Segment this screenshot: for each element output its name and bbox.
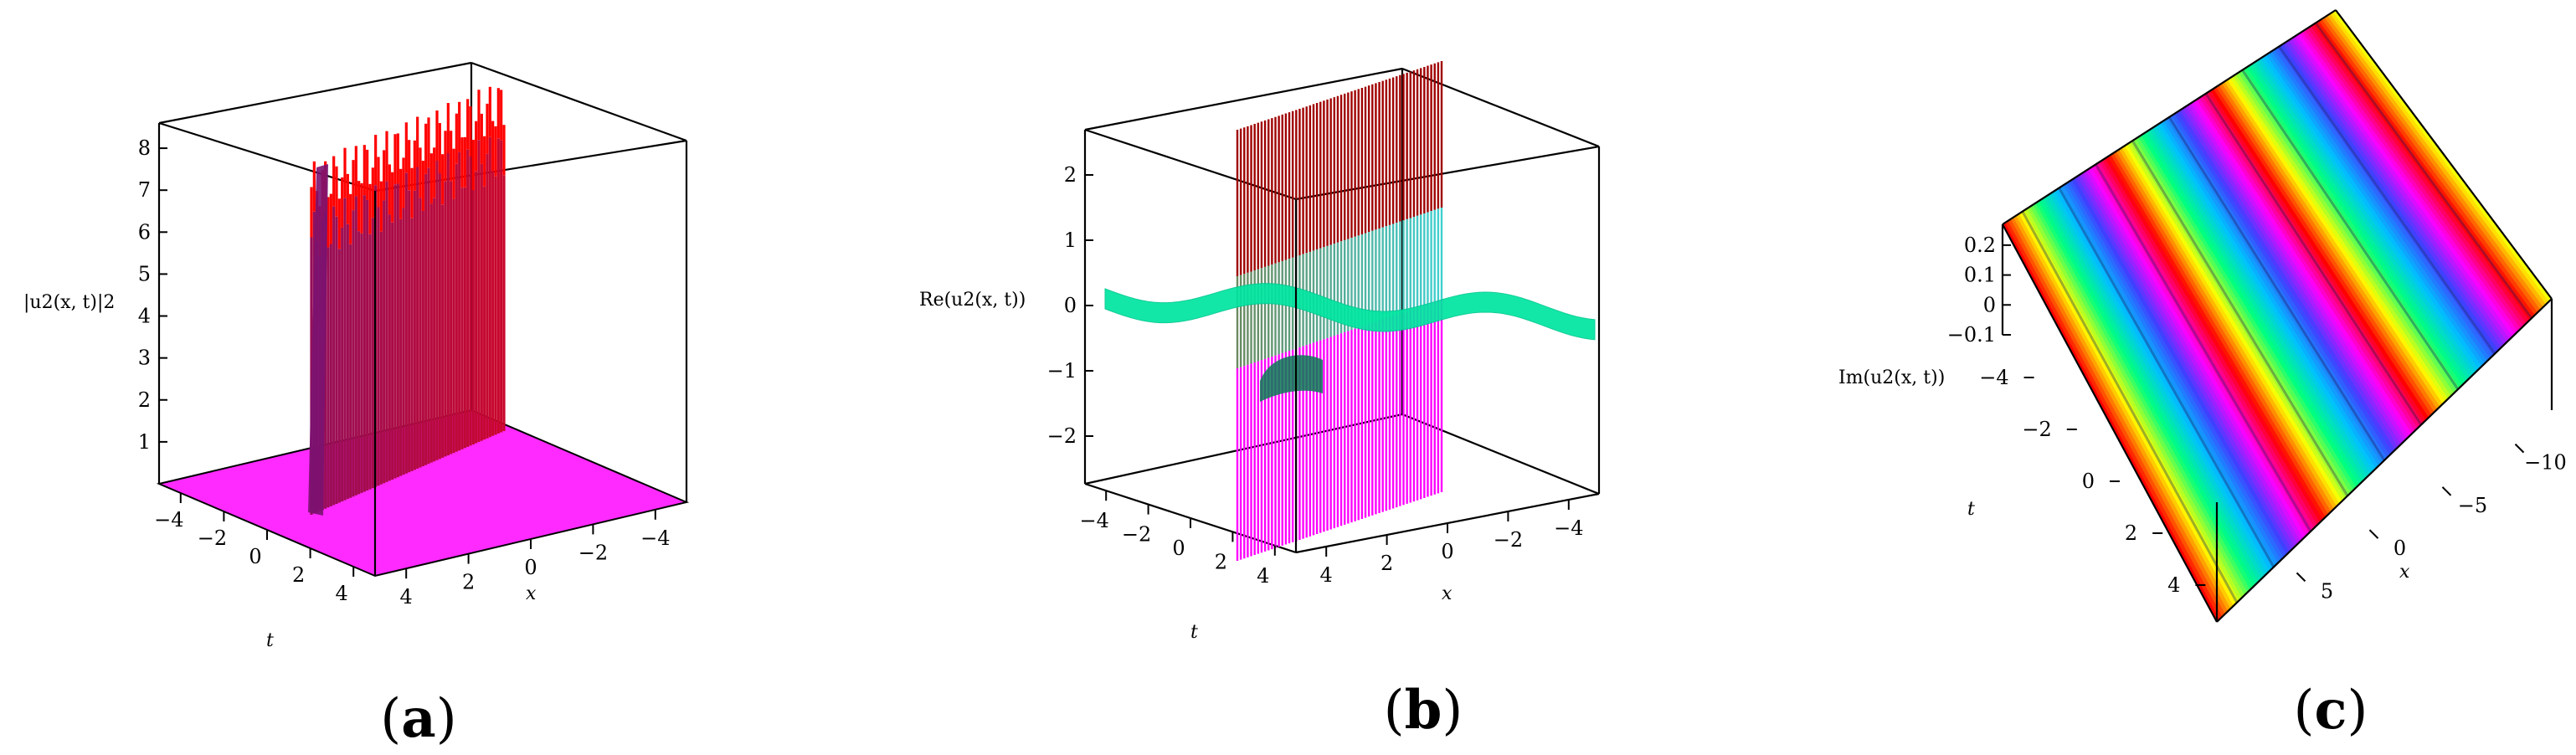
t-tick-label-c: 0 xyxy=(2082,470,2095,493)
z-axis-label-a: |u2(x, t)|2 xyxy=(23,292,115,313)
t-axis-label-c: t xyxy=(1967,499,1975,520)
t-tick-label-a: −2 xyxy=(198,526,227,550)
t-tick-label-b: −2 xyxy=(1122,523,1151,547)
z-tick-label-a: 4 xyxy=(138,305,151,328)
x-tick-label-a: 4 xyxy=(400,585,413,609)
t-tick-label-c: −2 xyxy=(2022,418,2051,441)
t-axis-label-b: t xyxy=(1190,622,1198,643)
x-tick-label-a: −2 xyxy=(578,541,608,564)
z-tick-label-a: 7 xyxy=(138,178,151,202)
x-tick-label-a: 0 xyxy=(524,556,537,579)
x-tick-label-b: 4 xyxy=(1320,563,1333,587)
x-tick-label-c: −5 xyxy=(2458,494,2487,517)
t-tick-label-a: −4 xyxy=(154,508,183,532)
z-ticks-b: −2 −1 0 1 2 xyxy=(1047,163,1093,448)
t-axis-label-a: t xyxy=(266,630,274,651)
z-tick-label-a: 8 xyxy=(138,136,151,160)
x-axis-label-c: x xyxy=(2399,562,2410,583)
sheet-b xyxy=(1104,283,1596,402)
panel-a: 1 2 3 4 5 6 7 8 −4 −2 0 2 4 4 2 0 −2 −4 |u2(x, t)|2 t x xyxy=(23,61,690,651)
surface-ridge-c xyxy=(2095,163,2312,532)
x-axis-label-a: x xyxy=(526,583,537,604)
z-tick-label-b: 1 xyxy=(1064,229,1077,252)
surface-ridge-c xyxy=(2058,187,2275,568)
t-tick-label-b: 4 xyxy=(1257,564,1269,588)
z-ticks-c: −0.1 0 0.1 0.2 xyxy=(1947,234,2011,347)
x-ticks-a: 4 2 0 −2 −4 xyxy=(400,509,670,609)
x-tick-label-b: −4 xyxy=(1554,516,1583,540)
z-tick-label-a: 3 xyxy=(138,347,151,370)
surface-ridge-c xyxy=(2241,69,2460,390)
x-ticks-c: 5 0 −5 −10 xyxy=(2296,443,2567,603)
z-tick-label-b: −1 xyxy=(1047,359,1077,383)
z-tick-label-a: 5 xyxy=(138,262,151,285)
z-tick-label-b: 0 xyxy=(1064,294,1077,317)
z-tick-label-a: 1 xyxy=(138,430,151,454)
x-axis-label-b: x xyxy=(1442,583,1453,604)
box-c xyxy=(2001,9,2553,623)
x-tick-label-c: 5 xyxy=(2321,579,2333,603)
t-ticks-b: −4 −2 0 2 4 xyxy=(1080,490,1276,588)
box-front-a xyxy=(373,141,688,576)
t-ticks-a: −4 −2 0 2 4 xyxy=(154,493,355,605)
wave-dip-b xyxy=(1260,355,1323,402)
ridge-a xyxy=(308,86,506,516)
t-tick-label-c: 4 xyxy=(2167,573,2180,597)
t-ticks-c: −4 −2 0 2 4 xyxy=(1979,366,2206,597)
t-tick-label-a: 4 xyxy=(336,582,348,605)
x-tick-label-b: −2 xyxy=(1494,528,1523,552)
z-tick-label-c: 0.2 xyxy=(1964,234,1996,257)
z-ticks-a: 1 2 3 4 5 6 7 8 xyxy=(138,136,167,454)
wave-sheet-b xyxy=(1104,283,1596,341)
z-tick-label-c: 0.1 xyxy=(1964,264,1996,287)
x-tick-label-a: −4 xyxy=(640,526,670,550)
surface-ridge-c xyxy=(2204,93,2423,426)
caption-c: (c) xyxy=(2294,679,2368,742)
t-tick-label-b: 0 xyxy=(1172,537,1185,560)
surface-ridge-c xyxy=(2167,116,2386,461)
x-tick-mark-c xyxy=(2441,486,2452,496)
z-axis-label-c: Im(u2(x, t)) xyxy=(1838,367,1945,388)
t-tick-label-c: 2 xyxy=(2125,521,2137,545)
t-tick-label-b: −4 xyxy=(1080,509,1109,532)
ridge-skirt-a xyxy=(308,164,328,516)
panel-b: −2 −1 0 1 2 −4 −2 0 2 4 4 2 0 −2 −4 Re(u2(x, t)) t x xyxy=(919,61,1601,643)
x-tick-mark-c xyxy=(2368,529,2379,539)
surface-ridge-c xyxy=(2021,210,2239,603)
x-tick-label-b: 0 xyxy=(1441,540,1453,563)
panel-c: −0.1 0 0.1 0.2 −4 −2 0 2 4 5 0 −5 −10 Im(u2(x, t))… xyxy=(1838,9,2567,623)
z-tick-label-a: 6 xyxy=(138,220,151,244)
x-tick-label-c: −10 xyxy=(2524,451,2567,475)
t-tick-label-b: 2 xyxy=(1215,550,1227,573)
caption-b: (b) xyxy=(1384,679,1463,742)
caption-a: (a) xyxy=(380,687,456,750)
t-tick-label-a: 2 xyxy=(292,563,305,587)
x-ticks-b: 4 2 0 −2 −4 xyxy=(1320,500,1583,587)
z-tick-label-a: 2 xyxy=(138,388,151,412)
surface-c xyxy=(2003,10,2552,622)
x-tick-label-c: 0 xyxy=(2393,537,2406,560)
z-tick-label-b: 2 xyxy=(1064,163,1077,187)
z-tick-label-c: 0 xyxy=(1983,293,1996,316)
surface-ridge-c xyxy=(2278,45,2496,355)
surface-ridge-c xyxy=(2131,140,2349,497)
surface-ridge-c xyxy=(2314,22,2533,320)
z-tick-label-b: −2 xyxy=(1047,424,1077,448)
x-tick-label-b: 2 xyxy=(1381,552,1393,575)
x-tick-mark-c xyxy=(2296,572,2306,583)
z-axis-label-b: Re(u2(x, t)) xyxy=(919,290,1026,311)
t-tick-label-a: 0 xyxy=(249,545,261,568)
t-tick-label-c: −4 xyxy=(1979,366,2008,389)
x-tick-label-a: 2 xyxy=(462,571,475,594)
z-tick-label-c: −0.1 xyxy=(1947,323,1996,347)
x-tick-mark-c xyxy=(2514,443,2525,454)
